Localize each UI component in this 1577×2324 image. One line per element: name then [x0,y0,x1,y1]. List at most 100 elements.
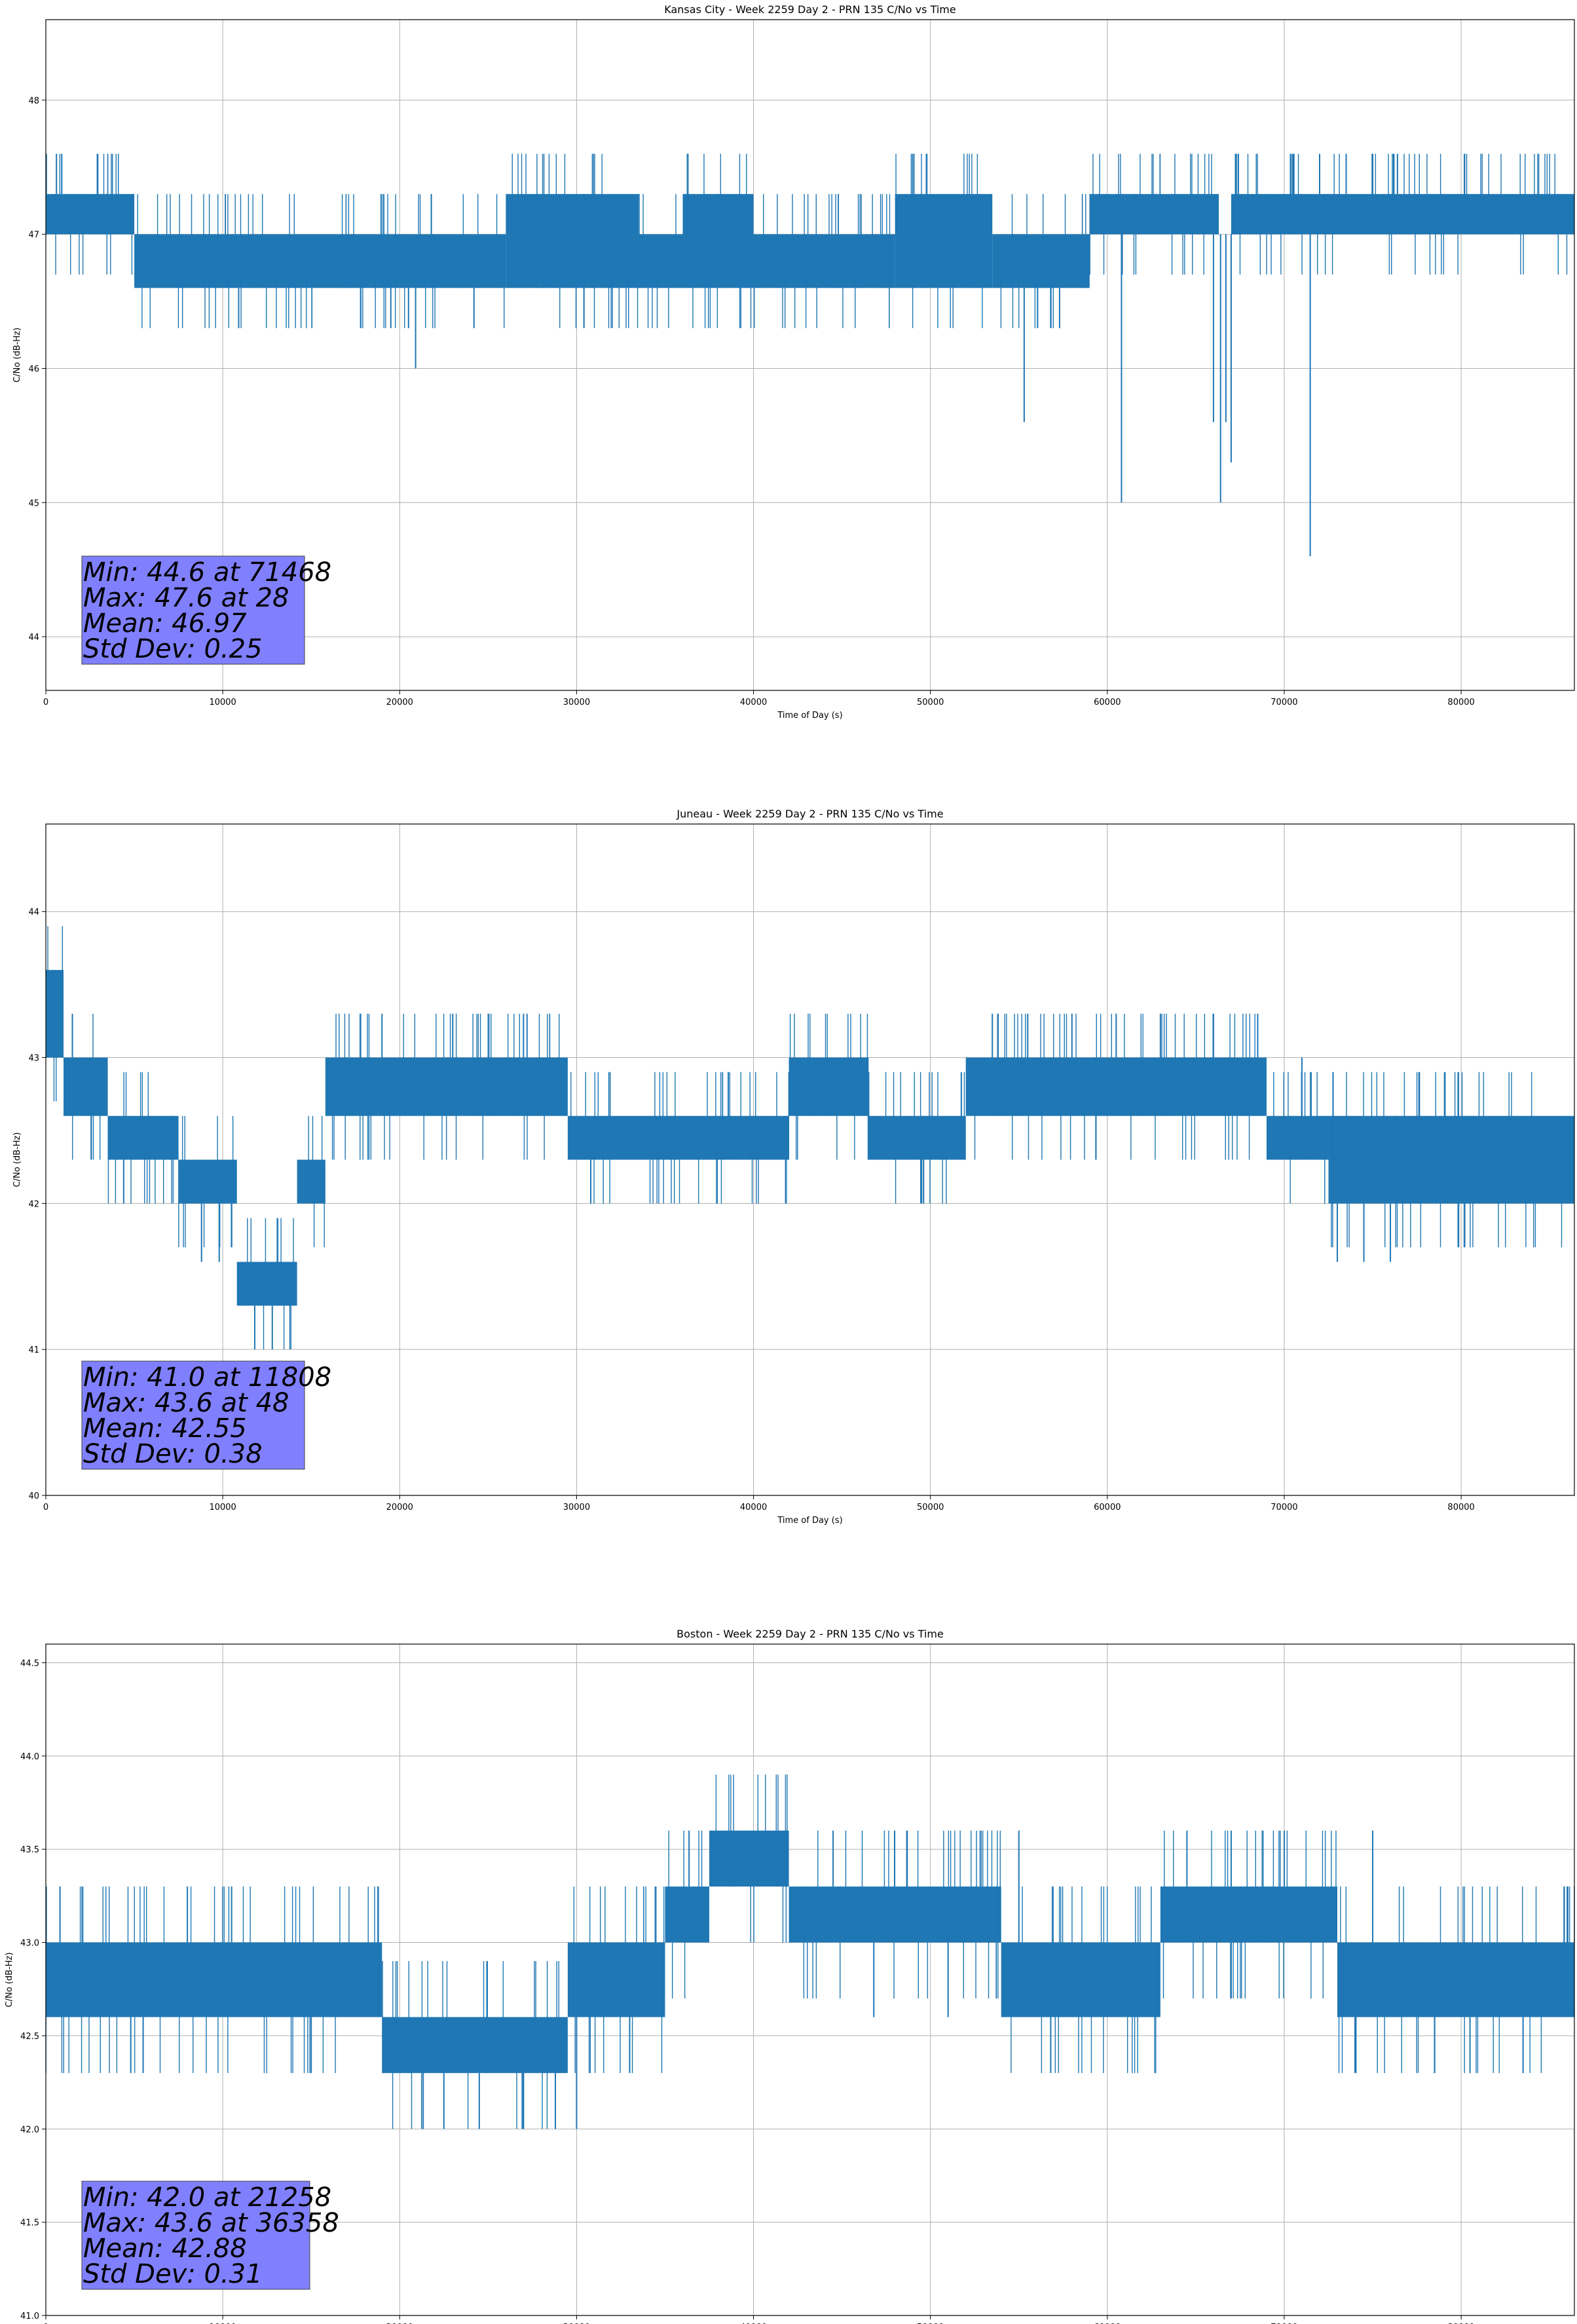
stats-line: Min: 44.6 at 71468 [83,557,331,588]
x-tick-label: 30000 [563,1503,590,1512]
x-tick-label: 60000 [1094,1503,1121,1512]
x-tick-label: 0 [43,2323,48,2324]
series-band [134,234,506,288]
x-tick-label: 20000 [386,2323,413,2324]
stats-box [81,555,305,665]
x-axis-label: Time of Day (s) [777,711,842,721]
x-tick-label: 40000 [740,1503,767,1512]
y-tick-label: 43 [28,1054,39,1064]
series-band [46,194,135,234]
stats-line: Std Dev: 0.31 [83,2259,263,2289]
stats-line: Min: 42.0 at 21258 [83,2183,331,2213]
series-band [567,1942,665,2017]
x-tick-label: 20000 [386,698,413,707]
x-axis-label: Time of Day (s) [777,1516,842,1526]
plot-frame [45,19,1575,691]
x-tick-label: 10000 [209,1503,236,1512]
y-tick-label: 44.0 [20,1752,39,1762]
chart-title: Kansas City - Week 2259 Day 2 - PRN 135 … [664,3,955,16]
x-tick-label: 50000 [917,1503,944,1512]
stats-line: Std Dev: 0.38 [83,1439,263,1469]
x-tick-label: 0 [43,1503,48,1512]
x-tick-label: 50000 [917,2323,944,2324]
series-band [1337,1942,1574,2017]
series-band [107,1115,179,1160]
series-band [665,1886,710,1943]
y-tick-label: 48 [28,96,39,106]
series-band [46,969,64,1058]
x-tick-label: 50000 [917,698,944,707]
y-tick-label: 41.5 [20,2219,39,2228]
chart-panel: Boston - Week 2259 Day 2 - PRN 135 C/No … [5,1628,1575,2324]
y-tick-label: 40 [28,1491,39,1501]
x-tick-label: 80000 [1447,1503,1474,1512]
series-band [1160,1886,1338,1943]
x-tick-label: 0 [43,698,48,707]
series-band [753,234,895,288]
x-tick-label: 80000 [1447,2323,1474,2324]
y-tick-label: 43.5 [20,1845,39,1855]
stats-line: Std Dev: 0.25 [83,634,263,664]
series-band [682,194,754,288]
stats-line: Min: 41.0 at 11808 [83,1362,331,1393]
plot-frame [45,1643,1575,2316]
plot-frame [45,823,1575,1496]
y-tick-label: 44 [28,633,39,643]
y-tick-label: 42 [28,1199,39,1209]
series-band [382,2017,568,2073]
y-tick-label: 43.0 [20,1939,39,1949]
series-band [1089,194,1219,234]
x-tick-label: 60000 [1094,698,1121,707]
y-tick-label: 42.0 [20,2125,39,2135]
series-band [46,1942,382,2017]
x-tick-label: 70000 [1271,1503,1297,1512]
x-tick-label: 70000 [1271,2323,1297,2324]
series-band [64,1057,108,1116]
y-tick-label: 41 [28,1345,39,1355]
y-axis-label: C/No (dB-Hz) [5,1953,14,2008]
series-band [1328,1115,1574,1204]
series-band [638,234,683,288]
y-tick-label: 42.5 [20,2032,39,2042]
y-tick-label: 44 [28,908,39,918]
chart-panel: Kansas City - Week 2259 Day 2 - PRN 135 … [12,3,1575,721]
y-tick-label: 45 [28,498,39,508]
series-band [868,1115,966,1160]
stats-line: Max: 47.6 at 28 [83,583,289,613]
series-band [965,1057,1267,1116]
series-band [992,234,1090,288]
chart-title: Juneau - Week 2259 Day 2 - PRN 135 C/No … [676,808,943,820]
stats-line: Mean: 46.97 [83,609,247,639]
x-tick-label: 70000 [1271,698,1297,707]
series-band [788,1057,869,1116]
series-band [709,1830,789,1887]
series-band [506,194,639,288]
series-band [297,1159,325,1204]
x-tick-label: 30000 [563,2323,590,2324]
stats-line: Max: 43.6 at 36358 [83,2208,339,2238]
x-tick-label: 10000 [209,2323,236,2324]
y-tick-label: 41.0 [20,2312,39,2321]
stats-box [81,1360,305,1470]
series-band [1231,194,1574,234]
series-band [236,1262,297,1306]
y-tick-label: 46 [28,364,39,374]
x-tick-label: 20000 [386,1503,413,1512]
x-tick-label: 80000 [1447,698,1474,707]
chart-panel: Juneau - Week 2259 Day 2 - PRN 135 C/No … [12,808,1575,1526]
chart-title: Boston - Week 2259 Day 2 - PRN 135 C/No … [677,1628,944,1640]
series-band [1266,1115,1329,1160]
stats-box [81,2181,310,2290]
y-axis-label: C/No (dB-Hz) [12,1133,22,1188]
stats-line: Max: 43.6 at 48 [83,1388,289,1418]
y-tick-label: 47 [28,231,39,240]
y-tick-label: 44.5 [20,1659,39,1668]
x-tick-label: 10000 [209,698,236,707]
x-tick-label: 40000 [740,698,767,707]
stats-line: Mean: 42.88 [83,2234,247,2264]
x-tick-label: 40000 [740,2323,767,2324]
series-band [178,1159,237,1204]
x-tick-label: 60000 [1094,2323,1121,2324]
x-tick-label: 30000 [563,698,590,707]
